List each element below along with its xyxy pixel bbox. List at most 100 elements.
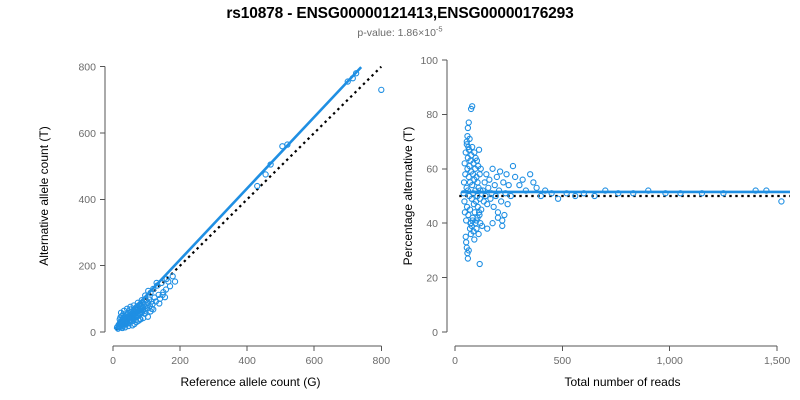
scatter-panel-right: 0 20 40 60 80 100 0 500 1,000 1,500 Total number o…	[400, 44, 800, 400]
data-point	[501, 211, 508, 219]
data-point	[465, 119, 472, 126]
data-point	[461, 209, 469, 216]
data-point	[484, 201, 491, 208]
data-point	[464, 124, 472, 132]
data-point	[254, 182, 261, 190]
data-point	[493, 173, 501, 181]
data-point	[478, 206, 485, 213]
data-point-group	[113, 70, 385, 332]
p-value-text: p-value: 1.86×10	[357, 27, 436, 39]
data-point	[144, 313, 152, 320]
data-point	[132, 316, 139, 324]
data-point	[469, 103, 476, 110]
data-point	[475, 146, 483, 153]
y-axis-tick-label: 200	[78, 260, 96, 272]
data-point	[120, 310, 127, 318]
x-axis-tick-label: 1,500	[764, 355, 790, 367]
data-point	[591, 192, 598, 200]
data-point	[460, 179, 468, 186]
data-point	[465, 247, 472, 254]
data-point	[489, 165, 496, 172]
data-point	[468, 195, 475, 202]
data-point	[473, 225, 480, 232]
data-point	[499, 222, 506, 230]
data-point	[484, 225, 491, 232]
data-point-group	[460, 103, 785, 268]
data-point	[477, 165, 484, 172]
data-point	[461, 198, 468, 205]
x-axis-tick-label: 600	[305, 355, 323, 367]
data-point	[463, 217, 470, 224]
data-point	[141, 310, 149, 317]
data-point	[478, 222, 486, 230]
data-point	[466, 135, 473, 143]
data-point	[471, 236, 478, 243]
data-point	[496, 168, 504, 175]
data-point	[119, 324, 126, 332]
data-point	[469, 143, 476, 151]
fit-line	[113, 66, 363, 331]
data-point	[344, 78, 351, 85]
data-point	[509, 162, 517, 170]
x-axis-title: Reference allele count (G)	[180, 375, 320, 389]
data-point	[466, 206, 474, 213]
y-axis-tick-label: 800	[78, 61, 96, 73]
data-point	[475, 230, 482, 238]
data-point	[476, 260, 483, 268]
p-value-subtitle: p-value: 1.86×10-5	[0, 24, 800, 39]
y-axis-tick-label: 0	[432, 327, 438, 339]
data-point	[159, 291, 166, 298]
data-point	[166, 283, 174, 290]
data-point	[516, 181, 523, 189]
p-value-exponent: -5	[435, 24, 443, 34]
data-point	[527, 171, 534, 178]
x-axis-tick-label: 200	[171, 355, 189, 367]
data-point	[490, 203, 497, 211]
data-point	[378, 86, 385, 94]
x-axis-tick-label: 0	[452, 355, 458, 367]
data-point	[554, 195, 562, 202]
data-point	[155, 291, 162, 298]
data-point	[537, 192, 545, 200]
y-axis-tick-label: 20	[426, 272, 438, 284]
scatter-panel-left: 0 200 400 600 800 0 200 400 600 800 Reference alle…	[0, 44, 400, 400]
data-point	[486, 176, 493, 183]
scatter-plot-percentage-alternative: 0 20 40 60 80 100 0 500 1,000 1,500 Total number o…	[401, 55, 790, 389]
data-point	[474, 214, 481, 221]
y-axis-tick-label: 80	[426, 109, 438, 121]
x-axis-tick-label: 400	[238, 355, 256, 367]
data-point	[485, 184, 492, 191]
data-point	[483, 171, 490, 178]
data-point	[127, 303, 134, 310]
data-point	[463, 239, 470, 246]
data-point	[491, 181, 498, 189]
x-axis-tick-label: 800	[373, 355, 391, 367]
data-point	[519, 176, 526, 183]
data-point	[507, 192, 514, 200]
y-axis-tick-label: 40	[426, 218, 438, 230]
data-point	[494, 214, 502, 221]
data-point	[504, 201, 511, 208]
data-point	[462, 171, 469, 178]
data-point	[511, 173, 519, 181]
y-axis-tick-label: 600	[78, 128, 96, 140]
data-point	[480, 198, 487, 205]
data-point	[494, 209, 502, 216]
y-axis-tick-label: 0	[90, 327, 96, 339]
data-point	[462, 233, 469, 240]
data-point	[171, 278, 179, 285]
y-axis-title: Percentage alternative (T)	[401, 127, 415, 266]
data-point	[121, 324, 129, 331]
data-point	[461, 160, 468, 167]
data-point	[492, 192, 499, 200]
scatter-plot-allele-counts: 0 200 400 600 800 0 200 400 600 800 Reference alle…	[37, 61, 391, 389]
x-axis-tick-label: 500	[554, 355, 572, 367]
data-point	[138, 297, 145, 304]
x-axis-title: Total number of reads	[564, 375, 680, 389]
page-title: rs10878 - ENSG00000121413,ENSG0000017629…	[226, 5, 574, 22]
data-point	[778, 198, 785, 205]
data-point	[482, 192, 489, 200]
data-point	[148, 305, 155, 312]
y-axis-tick-label: 100	[420, 55, 438, 67]
